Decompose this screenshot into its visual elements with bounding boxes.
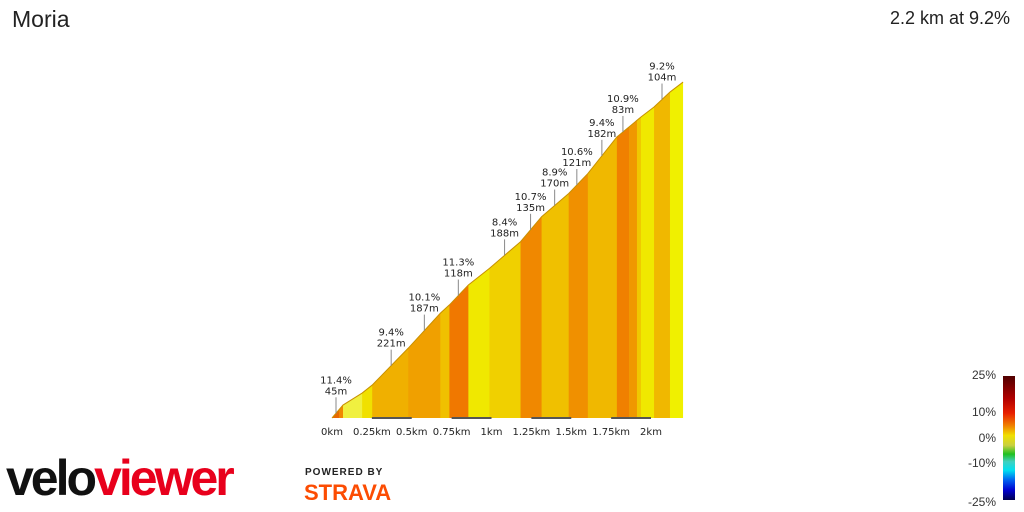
annotation-grade: 11.4% [320, 375, 352, 386]
grade-band [520, 82, 543, 418]
legend-label: -10% [967, 456, 996, 470]
annotation-grade: 9.4% [589, 118, 614, 129]
distance-bar [611, 417, 651, 419]
annotation-grade: 9.2% [649, 62, 674, 73]
grade-band [616, 82, 630, 418]
grade-band [669, 82, 684, 418]
x-tick-label: 1.25km [512, 427, 550, 438]
grade-band [339, 82, 344, 418]
distance-bar [531, 417, 572, 419]
grade-band [640, 82, 655, 418]
grade-band [636, 82, 642, 418]
annotation-grade: 8.9% [542, 168, 567, 179]
grade-band [449, 82, 469, 418]
grade-band [654, 82, 671, 418]
segment-summary: 2.2 km at 9.2% [889, 8, 1010, 28]
grade-band [541, 82, 570, 418]
annotation-grade: 9.4% [378, 328, 403, 339]
annotation-length: 182m [587, 129, 616, 140]
x-tick-label: 1.5km [556, 427, 587, 438]
annotation-grade: 10.1% [408, 293, 440, 304]
annotation-length: 118m [444, 269, 473, 280]
annotation-length: 188m [490, 228, 519, 239]
grade-band [628, 82, 638, 418]
annotation-length: 221m [377, 339, 406, 350]
annotation-length: 104m [648, 73, 677, 84]
annotation-grade: 8.4% [492, 217, 517, 228]
legend-label: 0% [978, 431, 996, 445]
distance-bar [451, 417, 492, 419]
profile-outline [331, 81, 684, 419]
x-tick-label: 1.75km [592, 427, 630, 438]
legend-label: 10% [971, 405, 996, 419]
grade-band [362, 82, 373, 418]
grade-band [440, 82, 450, 418]
x-tick-label: 0.5km [396, 427, 427, 438]
x-tick-label: 1km [481, 427, 503, 438]
grade-band [408, 82, 441, 418]
annotation-length: 121m [562, 158, 591, 169]
annotation-grade: 10.7% [515, 192, 547, 203]
x-tick-label: 0.75km [433, 427, 471, 438]
annotation-length: 45m [325, 386, 347, 397]
grade-band [489, 82, 522, 418]
strava-logo[interactable]: STRAVA [304, 480, 392, 505]
x-tick-label: 2km [640, 427, 662, 438]
gradient-color-legend [1003, 376, 1015, 500]
legend-label: 25% [971, 368, 996, 382]
annotation-length: 187m [410, 304, 439, 315]
annotation-grade: 10.9% [607, 94, 639, 105]
annotation-grade: 11.3% [442, 258, 474, 269]
annotation-length: 170m [540, 179, 569, 190]
powered-by-label: POWERED BY [305, 467, 384, 478]
grade-band [343, 82, 363, 418]
segment-title: Moria [12, 6, 70, 32]
annotation-length: 83m [612, 105, 634, 116]
legend-label: -25% [967, 495, 996, 509]
veloviewer-logo[interactable]: veloviewer [6, 450, 235, 506]
distance-bar [371, 417, 412, 419]
x-tick-label: 0km [321, 427, 343, 438]
annotation-grade: 10.6% [561, 147, 593, 158]
grade-band [332, 82, 340, 418]
grade-band [468, 82, 490, 418]
grade-band [568, 82, 589, 418]
annotation-length: 135m [516, 203, 545, 214]
x-tick-label: 0.25km [353, 427, 391, 438]
